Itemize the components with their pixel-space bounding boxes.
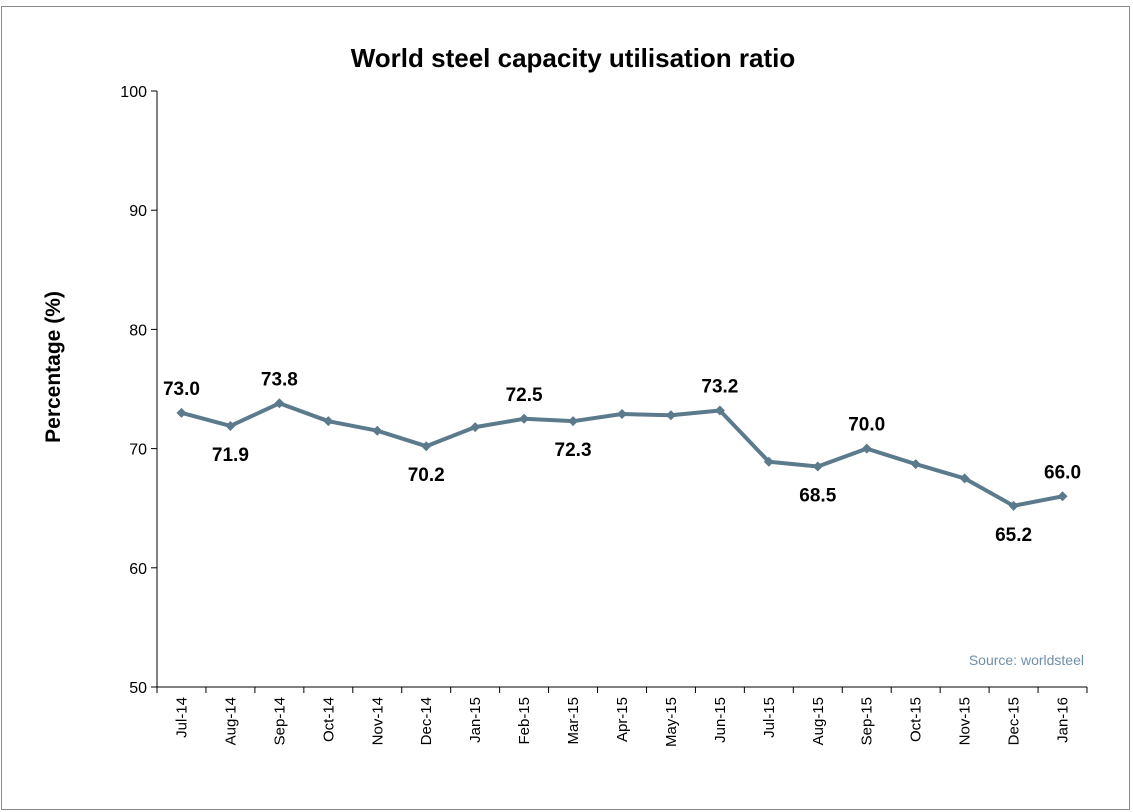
x-tick-label: Jan-15 (467, 697, 484, 743)
axes: 50 60 70 80 90 100 Jul-14 Aug-14 Sep-14 Oct-14 Nov… (120, 84, 1088, 747)
data-point-marker (861, 443, 872, 454)
data-point-marker (519, 413, 530, 424)
chart-title: World steel capacity utilisation ratio (351, 43, 796, 73)
data-point-marker (1008, 500, 1019, 511)
data-point-marker (225, 420, 236, 431)
x-tick-label: Jul-14 (173, 697, 190, 738)
data-point-marker (1057, 491, 1068, 502)
x-tick-label: Dec-14 (418, 697, 435, 745)
series-line-layer (176, 398, 1068, 511)
y-tick-label: 60 (129, 561, 147, 578)
data-point-marker (959, 473, 970, 484)
x-tick-label: Apr-15 (614, 697, 631, 742)
y-axis-label: Percentage (%) (42, 291, 65, 443)
data-label: 70.2 (408, 465, 445, 486)
x-tick-label: Feb-15 (516, 697, 533, 745)
x-tick-label: Dec-15 (1006, 697, 1023, 745)
y-tick-label: 90 (129, 203, 147, 220)
data-point-marker (176, 407, 187, 418)
y-tick-label: 50 (129, 680, 147, 697)
data-label: 66.0 (1044, 462, 1081, 483)
data-label: 72.5 (506, 385, 543, 406)
data-label: 72.3 (555, 440, 592, 461)
data-point-marker (372, 425, 383, 436)
data-label: 73.2 (701, 376, 738, 397)
data-label: 71.9 (212, 445, 249, 466)
x-tick-label: Jul-15 (761, 697, 778, 738)
y-tick-label: 80 (129, 322, 147, 339)
x-tick-label: May-15 (663, 697, 680, 747)
data-point-marker (910, 459, 921, 470)
x-tick-label: Oct-15 (908, 697, 925, 742)
data-point-marker (763, 456, 774, 467)
data-point-marker (714, 405, 725, 416)
data-point-marker (274, 398, 285, 409)
x-tick-label: Oct-14 (320, 697, 337, 742)
x-tick-label: Jan-16 (1055, 697, 1072, 743)
data-label: 73.8 (261, 369, 298, 390)
data-labels: 73.0 71.9 73.8 70.2 72.5 72.3 73.2 68.5 70.0 65.2… (163, 369, 1081, 546)
data-label: 73.0 (163, 379, 200, 400)
data-label: 68.5 (799, 485, 836, 506)
data-point-marker (470, 422, 481, 433)
data-label: 65.2 (995, 525, 1032, 546)
x-tick-label: Mar-15 (565, 697, 582, 745)
x-tick-label: Sep-14 (271, 697, 288, 745)
data-point-marker (812, 461, 823, 472)
x-tick-label: Aug-15 (810, 697, 827, 745)
data-point-marker (568, 416, 579, 427)
data-point-marker (617, 409, 627, 420)
source-note: Source: worldsteel (969, 652, 1084, 668)
x-tick-label: Nov-14 (369, 697, 386, 745)
chart-frame: World steel capacity utilisation ratio P… (1, 6, 1130, 810)
data-point-marker (665, 410, 676, 421)
data-label: 70.0 (848, 415, 885, 436)
x-tick-label: Aug-14 (222, 697, 239, 745)
data-point-marker (421, 441, 432, 452)
y-tick-label: 70 (129, 442, 147, 459)
data-point-marker (323, 416, 334, 427)
x-tick-label: Nov-15 (957, 697, 974, 745)
chart-canvas: World steel capacity utilisation ratio P… (42, 43, 1088, 747)
x-tick-label: Sep-15 (859, 697, 876, 745)
x-tick-label: Jun-15 (712, 697, 729, 743)
y-tick-label: 100 (120, 84, 147, 101)
